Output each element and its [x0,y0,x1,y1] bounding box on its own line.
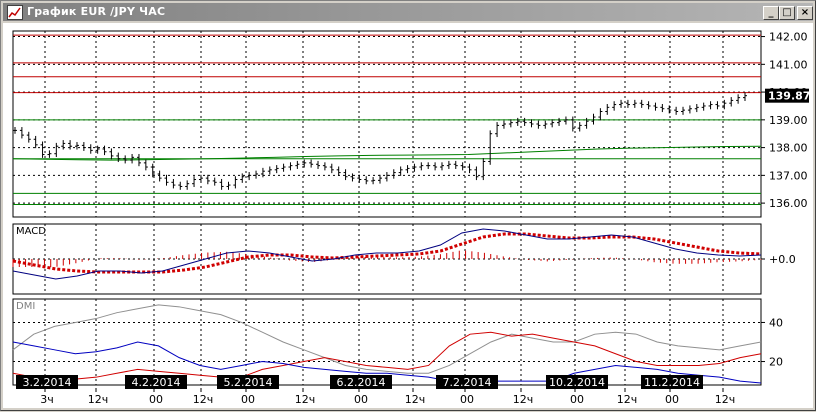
chart-canvas[interactable]: 142.00141.00140.00139.00138.00137.00136.… [3,23,813,408]
price-tick-label: 139.00 [769,114,808,127]
last-price-box [765,88,809,103]
title-bar[interactable]: График EUR /JPY ЧАС _ □ × [3,3,813,21]
date-label-box [330,375,392,389]
price-tick-label: 141.00 [769,58,808,71]
date-label: 5.2.2014 [224,376,273,389]
date-label: 4.2.2014 [132,376,181,389]
date-label-box [16,375,78,389]
date-label-box [217,375,279,389]
date-label: 3.2.2014 [23,376,72,389]
hour-label: 00 [354,393,368,406]
date-label: 10.2.2014 [549,376,605,389]
hour-label: 12ч [715,393,736,406]
hour-label: 00 [149,393,163,406]
hour-label: 3ч [40,393,54,406]
moving-average-line [12,145,762,161]
date-label-box [436,375,498,389]
date-label-box [546,375,608,389]
price-tick-label: 138.00 [769,142,808,155]
hour-label: 12ч [88,393,109,406]
date-label-box [641,375,703,389]
hour-label: 00 [570,393,584,406]
close-button[interactable]: × [797,6,813,20]
dmi-label: DMI [16,301,35,312]
macd-zero-label: +0.0 [769,253,796,266]
dmi-adx-line [12,304,762,374]
date-label: 7.2.2014 [443,376,492,389]
hour-label: 00 [241,393,255,406]
macd-label: MACD [16,226,46,237]
hour-label: 00 [460,393,474,406]
maximize-button[interactable]: □ [779,6,795,20]
dmi-tick-label: 20 [769,356,783,369]
dmi-tick-label: 40 [769,316,783,329]
hour-label: 00 [665,393,679,406]
price-tick-label: 136.00 [769,197,808,210]
dmi-minus-line [12,341,762,384]
chart-app-icon [7,5,23,20]
price-tick-label: 142.00 [769,31,808,44]
hour-label: 12ч [405,393,426,406]
hour-label: 12ч [513,393,534,406]
chart-area: 142.00141.00140.00139.00138.00137.00136.… [3,23,813,408]
hour-label: 12ч [295,393,316,406]
macd-line [12,228,762,280]
dmi-plus-line [12,331,762,382]
date-label-box [125,375,187,389]
window-title: График EUR /JPY ЧАС [27,5,166,18]
macd-signal-line [12,232,762,274]
price-panel [12,30,762,218]
last-price-label: 139.87 [768,90,810,103]
date-label: 6.2.2014 [337,376,386,389]
minimize-button[interactable]: _ [763,6,779,20]
price-tick-label: 137.00 [769,169,808,182]
hour-label: 12ч [193,393,214,406]
hour-label: 12ч [617,393,638,406]
date-label: 11.2.2014 [644,376,700,389]
